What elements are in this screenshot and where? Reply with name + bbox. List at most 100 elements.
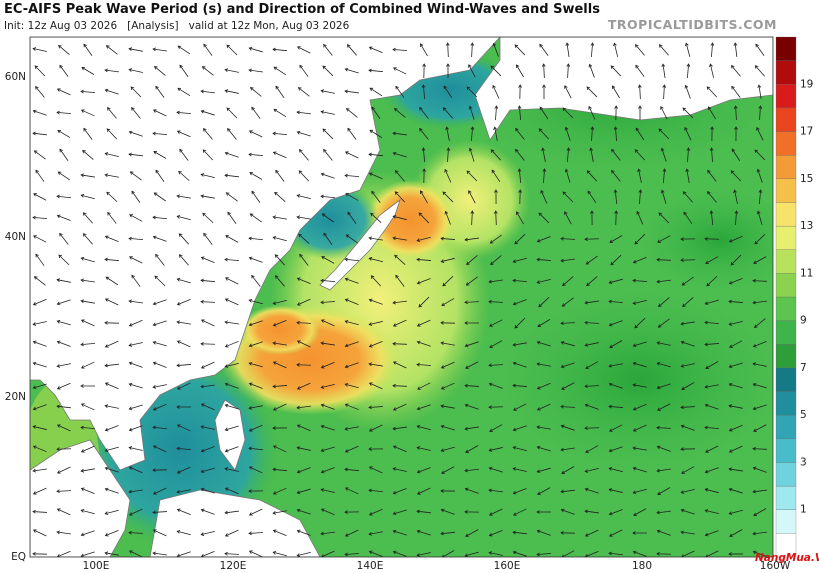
arrow-head [540, 189, 544, 194]
arrow [682, 297, 694, 307]
arrow-head [83, 43, 87, 48]
arrow [57, 215, 71, 221]
arrow-head [344, 67, 349, 72]
arrow-head [560, 321, 564, 326]
arrow-head [80, 342, 84, 347]
arrow-head [107, 211, 111, 216]
arrow-head [272, 151, 277, 155]
arrow [177, 215, 191, 221]
arrow-head [249, 213, 254, 217]
arrow-head [758, 189, 763, 193]
arrow-head [752, 300, 756, 305]
arrow [273, 299, 287, 305]
arrow-head [227, 211, 231, 216]
arrow-head [728, 467, 733, 472]
arrow-head [200, 173, 205, 177]
arrow-head [685, 168, 690, 173]
arrow-head [368, 428, 373, 432]
arrow [565, 169, 571, 183]
arrow [201, 550, 215, 557]
arrow-head [541, 63, 546, 67]
arrow [393, 488, 407, 494]
arrow [495, 105, 497, 121]
arrow-head [273, 108, 278, 113]
arrow [321, 361, 335, 369]
arrow [80, 427, 96, 429]
arrow [129, 256, 143, 264]
arrow [419, 128, 429, 140]
arrow-head [394, 254, 398, 259]
arrow [393, 509, 407, 515]
map-frame [29, 36, 774, 558]
arrow [224, 258, 240, 262]
arrow [441, 361, 455, 369]
arrow-head [683, 211, 687, 216]
arrow [248, 153, 264, 157]
arrow [537, 446, 551, 452]
arrow [153, 236, 167, 242]
arrow [537, 530, 551, 536]
arrow [57, 382, 71, 390]
arrow-head [392, 383, 396, 388]
arrow-head [225, 192, 230, 196]
arrow-head [614, 105, 618, 109]
arrow [681, 425, 695, 431]
arrow [273, 236, 287, 242]
arrow-head [368, 322, 373, 326]
arrow-head [155, 253, 159, 258]
arrow [273, 108, 287, 118]
arrow-head [299, 64, 303, 69]
arrow [177, 382, 191, 390]
arrow-head [176, 386, 181, 390]
arrow-head [32, 215, 36, 220]
arrow-head [584, 300, 589, 305]
arrow-head [609, 344, 613, 348]
arrow [561, 382, 575, 390]
arrow [225, 235, 239, 243]
arrow-head [275, 85, 279, 90]
arrow [729, 509, 743, 515]
arrow-head [368, 68, 372, 73]
arrow [369, 46, 383, 54]
arrow-head [272, 445, 277, 449]
arrow [130, 171, 142, 181]
arrow-head [584, 384, 588, 389]
arrow-head [344, 173, 348, 178]
arrow [201, 403, 215, 411]
arrow [177, 530, 191, 536]
arrow [392, 48, 408, 52]
arrow [57, 279, 71, 283]
arrow-head [512, 301, 517, 306]
arrow-head [493, 210, 498, 214]
arrow [657, 530, 671, 536]
arrow-head [512, 446, 517, 450]
arrow [105, 552, 119, 556]
arrow [249, 550, 263, 557]
arrow-head [105, 276, 110, 281]
arrow-head [200, 256, 205, 261]
arrow [705, 510, 719, 514]
arrow [369, 299, 383, 305]
arrow-head [152, 361, 157, 366]
arrow-head [445, 42, 450, 46]
arrow [155, 170, 165, 182]
arrow [513, 403, 527, 411]
arrow-head [392, 215, 397, 219]
arrow-head [395, 85, 399, 90]
arrow-head [752, 531, 756, 536]
arrow-head [560, 489, 564, 494]
arrow-head [541, 147, 545, 152]
arrow-head [104, 466, 109, 471]
arrow-head [441, 302, 445, 306]
arrow [152, 426, 168, 430]
arrow-head [368, 466, 373, 470]
arrow-head [248, 236, 252, 241]
arrow-head [274, 191, 278, 196]
arrow [494, 127, 498, 141]
arrow-head [465, 282, 470, 286]
arrow-head [394, 191, 399, 195]
arrow-head [128, 68, 133, 72]
arrow-head [200, 278, 204, 283]
arrow-head [609, 533, 613, 537]
arrow [105, 153, 119, 157]
